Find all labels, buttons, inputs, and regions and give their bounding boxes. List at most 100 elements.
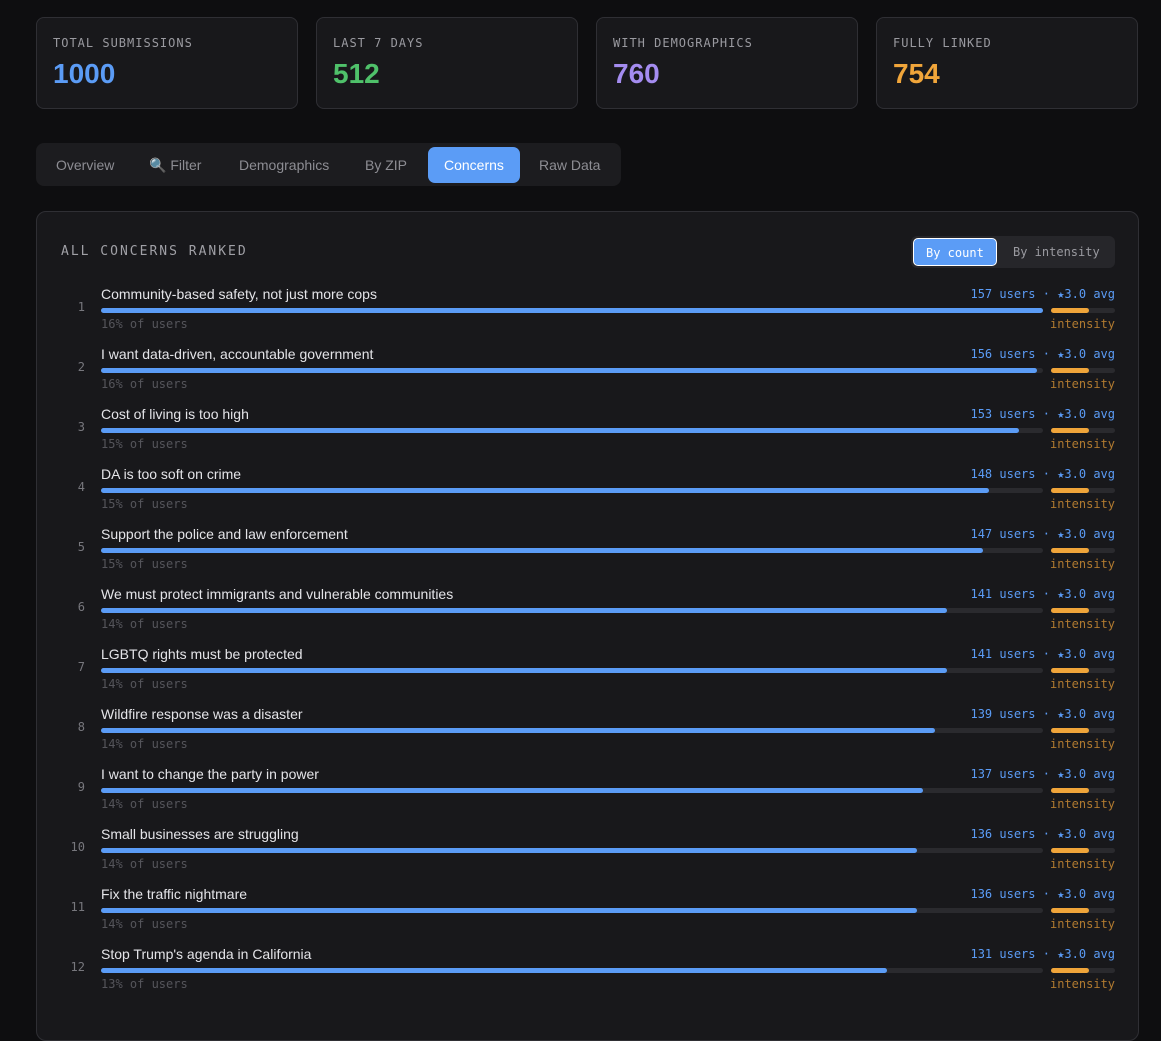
panel-title: ALL CONCERNS RANKED xyxy=(61,244,248,259)
intensity-bar xyxy=(1051,788,1090,793)
intensity-bar xyxy=(1051,668,1090,673)
separator: · xyxy=(1042,887,1050,901)
count-label: 139 users xyxy=(970,707,1036,721)
avg-label: ★3.0 avg xyxy=(1057,707,1115,721)
count-track xyxy=(101,968,1043,973)
intensity-caption: intensity xyxy=(1050,497,1116,511)
count-label: 131 users xyxy=(970,947,1036,961)
avg-label: ★3.0 avg xyxy=(1057,407,1115,421)
concern-label: LGBTQ rights must be protected xyxy=(101,646,303,662)
concern-label: Stop Trump's agenda in California xyxy=(101,946,312,962)
count-track xyxy=(101,608,1043,613)
count-bar xyxy=(101,788,923,793)
count-bar xyxy=(101,968,887,973)
rank: 4 xyxy=(77,480,85,494)
avg-label: ★3.0 avg xyxy=(1057,647,1115,661)
share-label: 14% of users xyxy=(101,797,188,811)
concern-label: I want data-driven, accountable governme… xyxy=(101,346,374,362)
rank: 3 xyxy=(77,420,85,434)
count-bar xyxy=(101,668,947,673)
rank: 6 xyxy=(77,600,85,614)
count-label: 148 users xyxy=(970,467,1036,481)
rank: 12 xyxy=(70,960,85,974)
concern-label: Support the police and law enforcement xyxy=(101,526,348,542)
count-label: 157 users xyxy=(970,287,1036,301)
tab-bar: Overview 🔍 Filter Demographics By ZIP Concer… xyxy=(36,143,621,186)
rank: 7 xyxy=(77,660,85,674)
intensity-caption: intensity xyxy=(1050,797,1116,811)
intensity-bar xyxy=(1051,848,1090,853)
avg-label: ★3.0 avg xyxy=(1057,827,1115,841)
count-text: 153 users · ★3.0 avg xyxy=(970,407,1115,421)
intensity-caption: intensity xyxy=(1050,737,1116,751)
share-label: 15% of users xyxy=(101,557,188,571)
count-text: 147 users · ★3.0 avg xyxy=(970,527,1115,541)
avg-label: ★3.0 avg xyxy=(1057,467,1115,481)
stat-card: WITH DEMOGRAPHICS 760 xyxy=(596,17,858,109)
count-track xyxy=(101,428,1043,433)
intensity-caption: intensity xyxy=(1050,977,1116,991)
intensity-track xyxy=(1051,668,1115,673)
count-bar xyxy=(101,908,917,913)
rank: 5 xyxy=(77,540,85,554)
stat-value: 760 xyxy=(613,58,660,89)
separator: · xyxy=(1042,707,1050,721)
count-text: 157 users · ★3.0 avg xyxy=(970,287,1115,301)
count-text: 156 users · ★3.0 avg xyxy=(970,347,1115,361)
intensity-track xyxy=(1051,728,1115,733)
count-bar xyxy=(101,368,1037,373)
intensity-track xyxy=(1051,788,1115,793)
count-label: 141 users xyxy=(970,647,1036,661)
count-label: 136 users xyxy=(970,887,1036,901)
count-label: 153 users xyxy=(970,407,1036,421)
separator: · xyxy=(1042,287,1050,301)
count-text: 141 users · ★3.0 avg xyxy=(970,647,1115,661)
intensity-track xyxy=(1051,488,1115,493)
concern-label: Cost of living is too high xyxy=(101,406,249,422)
count-text: 136 users · ★3.0 avg xyxy=(970,887,1115,901)
count-track xyxy=(101,848,1043,853)
count-track xyxy=(101,908,1043,913)
stat-label: LAST 7 DAYS xyxy=(333,36,424,50)
share-label: 14% of users xyxy=(101,737,188,751)
rank: 1 xyxy=(77,300,85,314)
intensity-bar xyxy=(1051,728,1090,733)
count-label: 137 users xyxy=(970,767,1036,781)
stat-value: 1000 xyxy=(53,58,116,89)
avg-label: ★3.0 avg xyxy=(1057,887,1115,901)
sort-button[interactable]: By count xyxy=(913,238,997,266)
avg-label: ★3.0 avg xyxy=(1057,527,1115,541)
avg-label: ★3.0 avg xyxy=(1057,287,1115,301)
avg-label: ★3.0 avg xyxy=(1057,587,1115,601)
intensity-bar xyxy=(1051,548,1090,553)
count-bar xyxy=(101,428,1019,433)
rank: 2 xyxy=(77,360,85,374)
share-label: 14% of users xyxy=(101,677,188,691)
concern-label: We must protect immigrants and vulnerabl… xyxy=(101,586,454,602)
share-label: 13% of users xyxy=(101,977,188,991)
tab[interactable]: Raw Data xyxy=(539,157,601,173)
stat-card: TOTAL SUBMISSIONS 1000 xyxy=(36,17,298,109)
count-bar xyxy=(101,848,917,853)
tab[interactable]: 🔍 Filter xyxy=(149,157,202,173)
tab[interactable]: Demographics xyxy=(239,157,330,173)
count-text: 141 users · ★3.0 avg xyxy=(970,587,1115,601)
separator: · xyxy=(1042,827,1050,841)
stat-value: 754 xyxy=(893,58,940,89)
count-bar xyxy=(101,308,1043,313)
stat-label: WITH DEMOGRAPHICS xyxy=(613,36,753,50)
separator: · xyxy=(1042,767,1050,781)
share-label: 14% of users xyxy=(101,917,188,931)
avg-label: ★3.0 avg xyxy=(1057,947,1115,961)
concern-label: Community-based safety, not just more co… xyxy=(101,286,377,302)
sort-button[interactable]: By intensity xyxy=(1013,245,1100,259)
tab[interactable]: Concerns xyxy=(428,147,520,183)
intensity-caption: intensity xyxy=(1050,377,1116,391)
intensity-bar xyxy=(1051,488,1090,493)
concern-label: I want to change the party in power xyxy=(101,766,319,782)
tab[interactable]: Overview xyxy=(56,157,115,173)
intensity-bar xyxy=(1051,428,1090,433)
concern-label: Small businesses are struggling xyxy=(101,826,299,842)
tab[interactable]: By ZIP xyxy=(365,157,408,173)
intensity-track xyxy=(1051,428,1115,433)
